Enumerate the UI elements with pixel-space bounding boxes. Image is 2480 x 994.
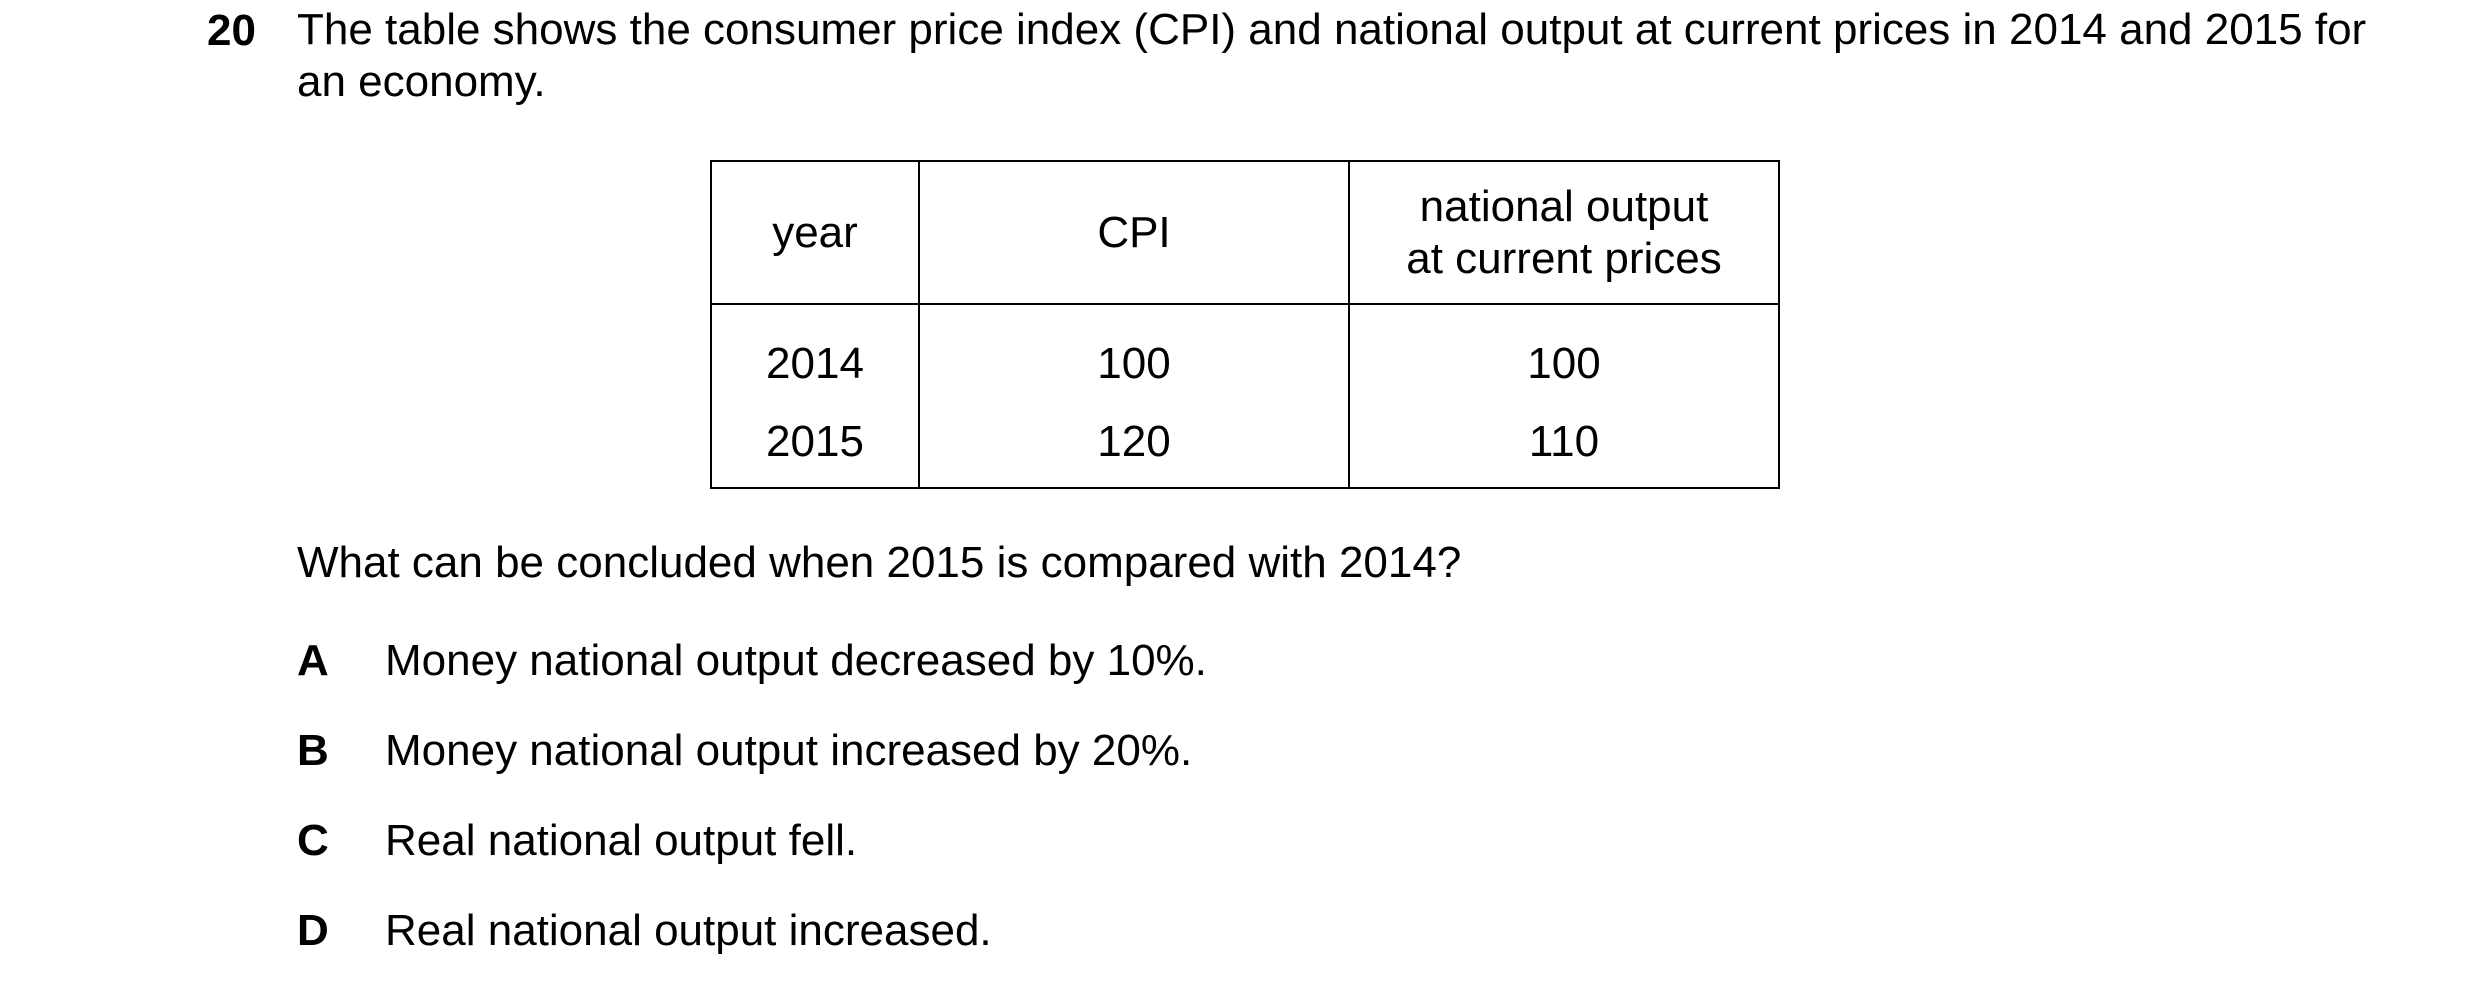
table-header-row: year CPI national output at current pric… xyxy=(710,160,1780,305)
option-letter: D xyxy=(297,906,329,955)
header-cpi: CPI xyxy=(918,160,1350,305)
cell-year: 2014 xyxy=(710,304,920,412)
option-d[interactable]: D Real national output increased. xyxy=(297,904,992,958)
option-c[interactable]: C Real national output fell. xyxy=(297,814,857,868)
option-text: Money national output decreased by 10%. xyxy=(385,636,1207,685)
question-prompt: What can be concluded when 2015 is compa… xyxy=(297,538,1462,587)
cell-output: 110 xyxy=(1348,412,1780,489)
option-text: Money national output increased by 20%. xyxy=(385,726,1193,775)
table-row: 2014 100 100 xyxy=(710,304,1780,412)
data-table: year CPI national output at current pric… xyxy=(710,160,1780,489)
option-a[interactable]: A Money national output decreased by 10%. xyxy=(297,634,1207,688)
header-national-output: national output at current prices xyxy=(1348,160,1780,305)
cell-year: 2015 xyxy=(710,412,920,489)
option-text: Real national output increased. xyxy=(385,906,992,955)
header-national-output-line2: at current prices xyxy=(1406,233,1722,283)
option-letter: C xyxy=(297,816,329,865)
table-row: 2015 120 110 xyxy=(710,412,1780,489)
option-letter: A xyxy=(297,636,329,685)
header-national-output-line1: national output xyxy=(1419,181,1709,231)
cell-cpi: 100 xyxy=(918,304,1350,412)
question-number: 20 xyxy=(207,6,256,55)
cell-cpi: 120 xyxy=(918,412,1350,489)
option-letter: B xyxy=(297,726,329,775)
question-stem: The table shows the consumer price index… xyxy=(297,5,2367,106)
option-b[interactable]: B Money national output increased by 20%. xyxy=(297,724,1192,778)
cell-output: 100 xyxy=(1348,304,1780,412)
option-text: Real national output fell. xyxy=(385,816,858,865)
header-year: year xyxy=(710,160,920,305)
